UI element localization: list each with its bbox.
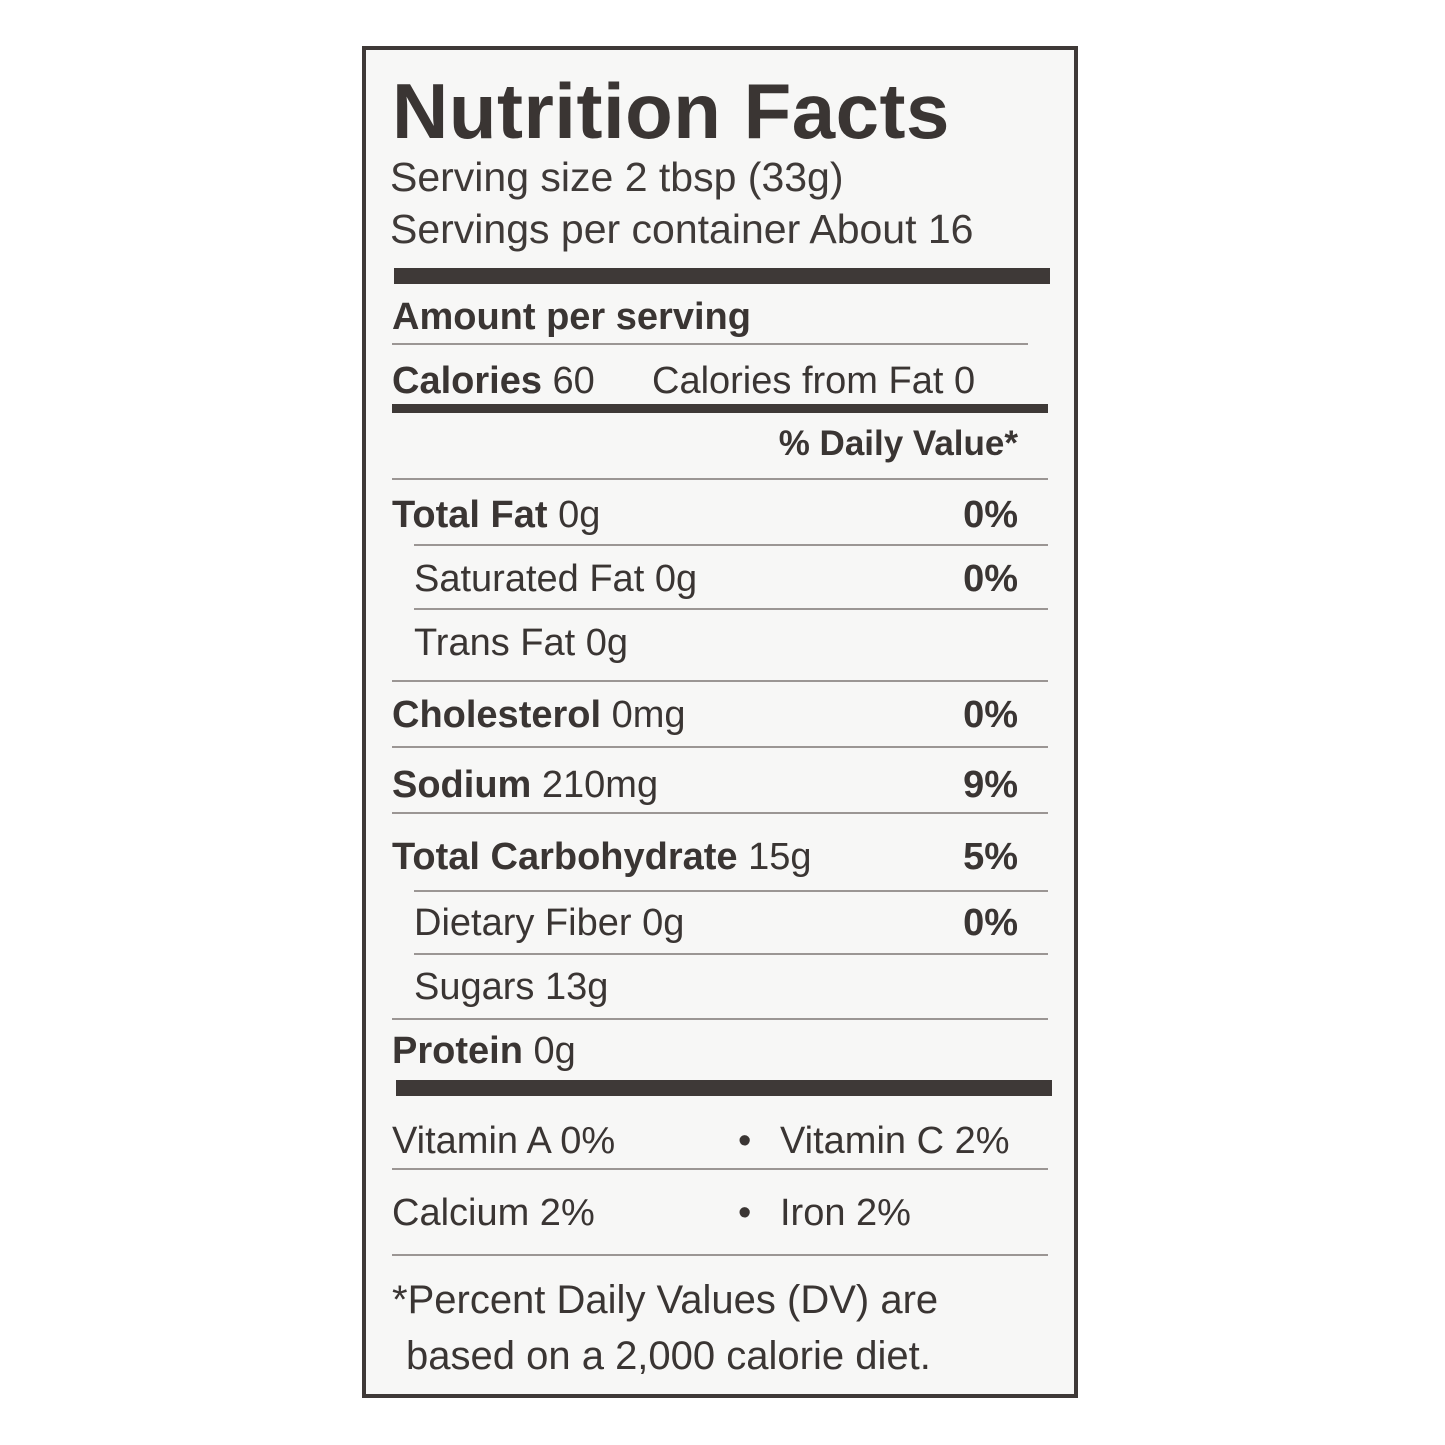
nutrient-amount: 0g: [654, 558, 698, 600]
nutrient-name: Cholesterol: [392, 694, 602, 736]
nutrient-row-saturated-fat: Saturated Fat 0g: [414, 558, 697, 601]
nutrient-name: Protein: [392, 1030, 523, 1072]
footnote-line-1: *Percent Daily Values (DV) are: [392, 1278, 939, 1322]
nutrient-amount: 0g: [533, 1030, 576, 1072]
nutrient-amount: 0g: [642, 902, 685, 944]
nutrient-name: Sugars: [414, 966, 535, 1008]
nutrient-name: Saturated Fat: [414, 558, 645, 600]
calories-value: 60: [552, 360, 595, 402]
bullet-separator: •: [738, 1120, 752, 1162]
daily-value-header: % Daily Value*: [778, 424, 1018, 463]
calories-from-fat: Calories from Fat 0: [652, 360, 976, 402]
nutrient-amount: 13g: [544, 966, 609, 1008]
divider: [392, 343, 1028, 345]
nutrient-row-sugars: Sugars 13g: [414, 966, 608, 1009]
nutrient-dv: 9%: [963, 764, 1018, 806]
nutrition-facts-panel: Nutrition Facts Serving size 2 tbsp (33g…: [362, 46, 1078, 1398]
nutrient-dv: 0%: [963, 558, 1018, 600]
nutrient-name: Total Carbohydrate: [392, 836, 738, 878]
divider: [392, 746, 1048, 748]
nutrient-row-dietary-fiber: Dietary Fiber 0g: [414, 902, 684, 945]
divider: [392, 680, 1048, 682]
nutrient-row-cholesterol: Cholesterol 0mg: [392, 694, 686, 737]
divider: [414, 890, 1048, 892]
nutrient-dv: 0%: [963, 494, 1018, 536]
serving-size: Serving size 2 tbsp (33g): [390, 154, 844, 200]
nutrient-row-protein: Protein 0g: [392, 1030, 576, 1073]
nutrient-name: Dietary Fiber: [414, 902, 632, 944]
nutrient-name: Trans Fat: [414, 622, 576, 664]
calories-label: Calories: [392, 360, 542, 402]
nutrient-row-total-carbohydrate: Total Carbohydrate 15g: [392, 836, 812, 879]
nutrient-dv: 0%: [963, 902, 1018, 944]
divider: [392, 1018, 1048, 1020]
servings-per-container: Servings per container About 16: [390, 206, 974, 252]
vitamin-a: Vitamin A 0%: [392, 1120, 616, 1162]
bullet-separator: •: [738, 1192, 752, 1234]
divider: [392, 812, 1048, 814]
nutrient-dv: 5%: [963, 836, 1018, 878]
divider: [414, 953, 1048, 955]
nutrient-name: Total Fat: [392, 494, 548, 536]
divider: [392, 478, 1048, 480]
divider: [414, 544, 1048, 546]
thick-divider-top: [394, 268, 1050, 284]
nutrient-amount: 210mg: [541, 764, 659, 806]
nutrient-row-sodium: Sodium 210mg: [392, 764, 658, 807]
divider: [392, 1168, 1048, 1170]
nutrient-name: Sodium: [392, 764, 532, 806]
amount-per-serving-label: Amount per serving: [392, 296, 751, 338]
iron: Iron 2%: [780, 1192, 911, 1234]
nutrient-dv: 0%: [963, 694, 1018, 736]
nutrient-row-trans-fat: Trans Fat 0g: [414, 622, 628, 665]
divider: [392, 1254, 1048, 1256]
nutrition-facts-title: Nutrition Facts: [392, 67, 950, 155]
calcium: Calcium 2%: [392, 1192, 595, 1234]
nutrient-row-total-fat: Total Fat 0g: [392, 494, 600, 537]
nutrient-amount: 0mg: [611, 694, 686, 736]
medium-divider: [392, 404, 1048, 413]
vitamin-c: Vitamin C 2%: [780, 1120, 1010, 1162]
nutrient-amount: 15g: [748, 836, 812, 878]
nutrient-amount: 0g: [585, 622, 629, 664]
divider: [414, 608, 1048, 610]
calories-row: Calories 60: [392, 360, 595, 403]
footnote-line-2: based on a 2,000 calorie diet.: [406, 1334, 931, 1378]
nutrient-amount: 0g: [558, 494, 601, 536]
thick-divider-bottom: [396, 1080, 1052, 1096]
